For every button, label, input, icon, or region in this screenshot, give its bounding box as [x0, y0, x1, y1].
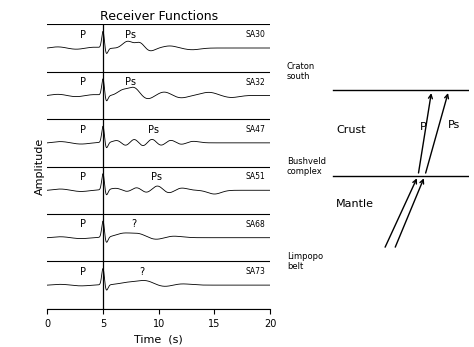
X-axis label: Time  (s): Time (s) — [135, 334, 183, 344]
Text: SA30: SA30 — [246, 30, 266, 39]
Text: P: P — [80, 77, 86, 87]
Text: SA73: SA73 — [246, 267, 266, 276]
Text: P: P — [420, 122, 427, 132]
Text: SA51: SA51 — [246, 172, 266, 181]
Text: P: P — [80, 267, 86, 277]
Text: SA47: SA47 — [246, 125, 266, 134]
Text: SA68: SA68 — [246, 220, 266, 229]
Text: SA32: SA32 — [246, 78, 266, 87]
Y-axis label: Amplitude: Amplitude — [35, 138, 45, 195]
Text: Ps: Ps — [148, 125, 159, 135]
Text: Ps: Ps — [448, 119, 460, 129]
Text: P: P — [80, 125, 86, 135]
Text: Ps: Ps — [126, 30, 137, 40]
Text: Mantle: Mantle — [336, 199, 374, 209]
Text: ?: ? — [139, 267, 145, 277]
Text: P: P — [80, 30, 86, 40]
Title: Receiver Functions: Receiver Functions — [100, 10, 218, 23]
Text: Bushveld
complex: Bushveld complex — [287, 157, 326, 176]
Text: P: P — [80, 172, 86, 182]
Text: ?: ? — [132, 219, 137, 229]
Text: Ps: Ps — [151, 172, 162, 182]
Text: Limpopo
belt: Limpopo belt — [287, 252, 323, 271]
Text: Crust: Crust — [336, 125, 366, 135]
Text: P: P — [80, 219, 86, 229]
Text: Craton
south: Craton south — [287, 62, 315, 82]
Text: Ps: Ps — [126, 77, 137, 87]
